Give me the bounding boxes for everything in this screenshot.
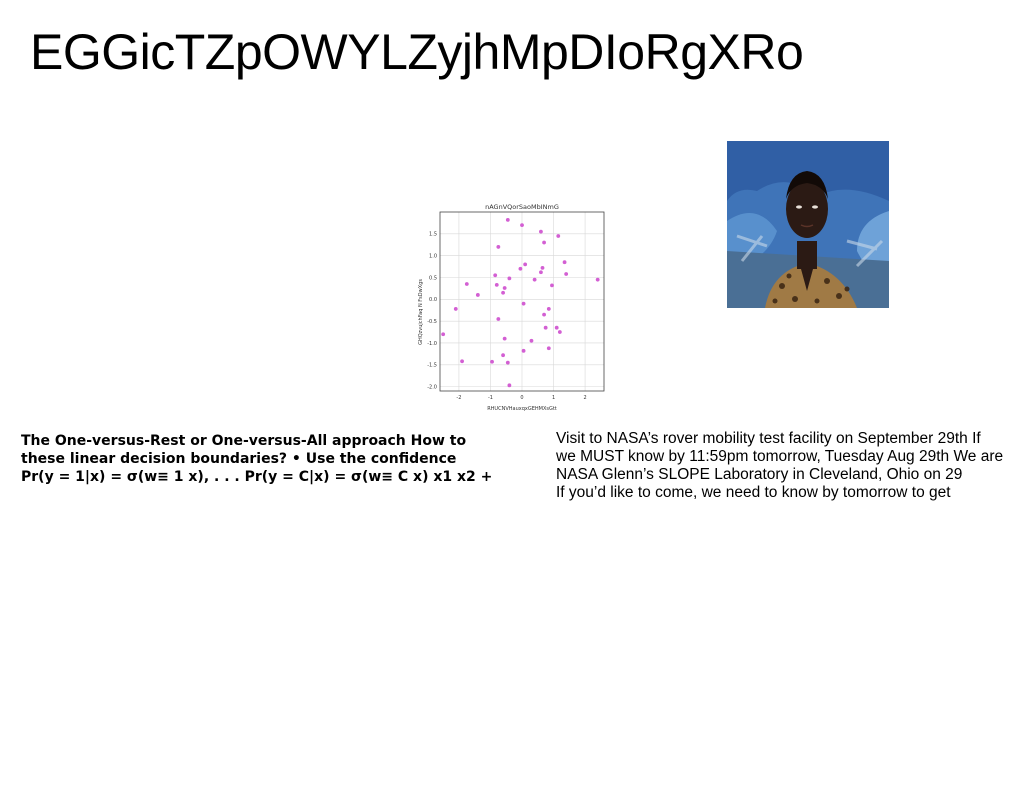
scatter-point <box>501 290 505 295</box>
scatter-point <box>460 359 464 364</box>
plot-frame <box>439 211 605 392</box>
x-tick-label: -1 <box>488 395 493 401</box>
scatter-point <box>546 307 551 311</box>
x-tick-label: 2 <box>583 395 586 401</box>
scatter-point <box>595 277 600 282</box>
scatter-chart: nAGnVQorSaoMbINmG -2 -1 0 1 2 1.5 1.0 0.5 0.0 -0.… <box>414 198 610 416</box>
scatter-point <box>507 276 512 281</box>
y-tick-label: 1.0 <box>429 253 437 259</box>
x-tick-label: 0 <box>520 395 523 401</box>
axis-ticks: -2 -1 0 1 2 1.5 1.0 0.5 0.0 -0.5 -1.0 -1.5 -2.0 <box>427 232 586 401</box>
lecture-text-block: The One-versus-Rest or One-versus-All ap… <box>21 432 521 486</box>
scatter-chart-svg: nAGnVQorSaoMbINmG -2 -1 0 1 2 1.5 1.0 0.5 0.0 -0.… <box>418 203 605 412</box>
scatter-point <box>542 312 546 317</box>
announcement-text-line: NASA Glenn’s SLOPE Laboratory in Clevela… <box>556 466 963 483</box>
scatter-point <box>520 223 524 227</box>
scatter-point <box>496 317 501 321</box>
scatter-point <box>550 283 554 288</box>
scatter-point <box>507 383 512 388</box>
y-tick-label: 1.5 <box>429 232 437 238</box>
portrait-image <box>727 141 889 308</box>
y-tick-label: 0.0 <box>429 297 437 303</box>
lecture-text-line: Pr(y = 1|x) = σ(w≡ 1 x), . . . Pr(y = C|… <box>21 469 493 485</box>
scatter-point <box>543 325 548 330</box>
scatter-point <box>493 273 498 278</box>
chart-grid <box>440 212 604 391</box>
scatter-point <box>562 260 567 265</box>
scatter-point <box>494 283 499 287</box>
x-tick-label: 1 <box>552 395 555 401</box>
scatter-point <box>453 307 458 311</box>
scatter-point <box>464 282 469 286</box>
scatter-point <box>557 330 562 334</box>
scatter-point <box>441 332 446 337</box>
announcement-text-line: Visit to NASA’s rover mobility test faci… <box>556 430 981 447</box>
y-tick-label: 0.5 <box>429 275 437 281</box>
page-title: EGGicTZpOWYLZyjhMpDIoRgXRo <box>30 24 804 80</box>
x-tick-label: -2 <box>456 395 461 401</box>
y-tick-label: -0.5 <box>427 319 437 325</box>
scatter-point <box>505 217 510 222</box>
scatter-point <box>490 359 494 364</box>
scatter-point <box>475 293 480 297</box>
scatter-point <box>523 262 528 267</box>
scatter-point <box>521 301 526 306</box>
portrait-photo <box>727 141 889 308</box>
scatter-point <box>539 229 543 234</box>
scatter-point <box>505 360 510 365</box>
y-tick-label: -1.5 <box>427 363 437 369</box>
y-tick-label: -2.0 <box>427 384 437 390</box>
announcement-text-line: we MUST know by 11:59pm tomorrow, Tuesda… <box>556 448 1004 465</box>
chart-title: nAGnVQorSaoMbINmG <box>485 203 559 211</box>
scatter-point <box>554 325 559 330</box>
scatter-point <box>539 270 543 275</box>
scatter-point <box>546 346 551 351</box>
chart-x-axis-label: RHUCNVHauxqxGEHMXsGtt <box>487 406 557 412</box>
lecture-text-line: these linear decision boundaries? • Use … <box>21 451 457 467</box>
scatter-point <box>502 286 507 290</box>
chart-y-axis-label: GHQzvujchFaq N FsDwXgs <box>418 279 424 345</box>
scatter-point <box>501 353 505 358</box>
lecture-text-line: The One-versus-Rest or One-versus-All ap… <box>21 433 467 449</box>
scatter-point <box>532 277 537 282</box>
scatter-point <box>502 336 507 341</box>
scatter-point <box>542 240 546 245</box>
scatter-points <box>441 217 600 388</box>
y-tick-label: -1.0 <box>427 341 437 347</box>
announcement-text-line: If you’d like to come, we need to know b… <box>556 484 951 501</box>
scatter-point <box>564 272 569 276</box>
nasa-announcement-text-block: Visit to NASA’s rover mobility test faci… <box>556 430 1022 502</box>
scatter-point <box>496 245 501 249</box>
scatter-point <box>521 348 526 353</box>
scatter-point <box>529 338 534 343</box>
scatter-point <box>540 265 545 270</box>
scatter-point <box>518 266 523 271</box>
scatter-point <box>556 234 561 238</box>
